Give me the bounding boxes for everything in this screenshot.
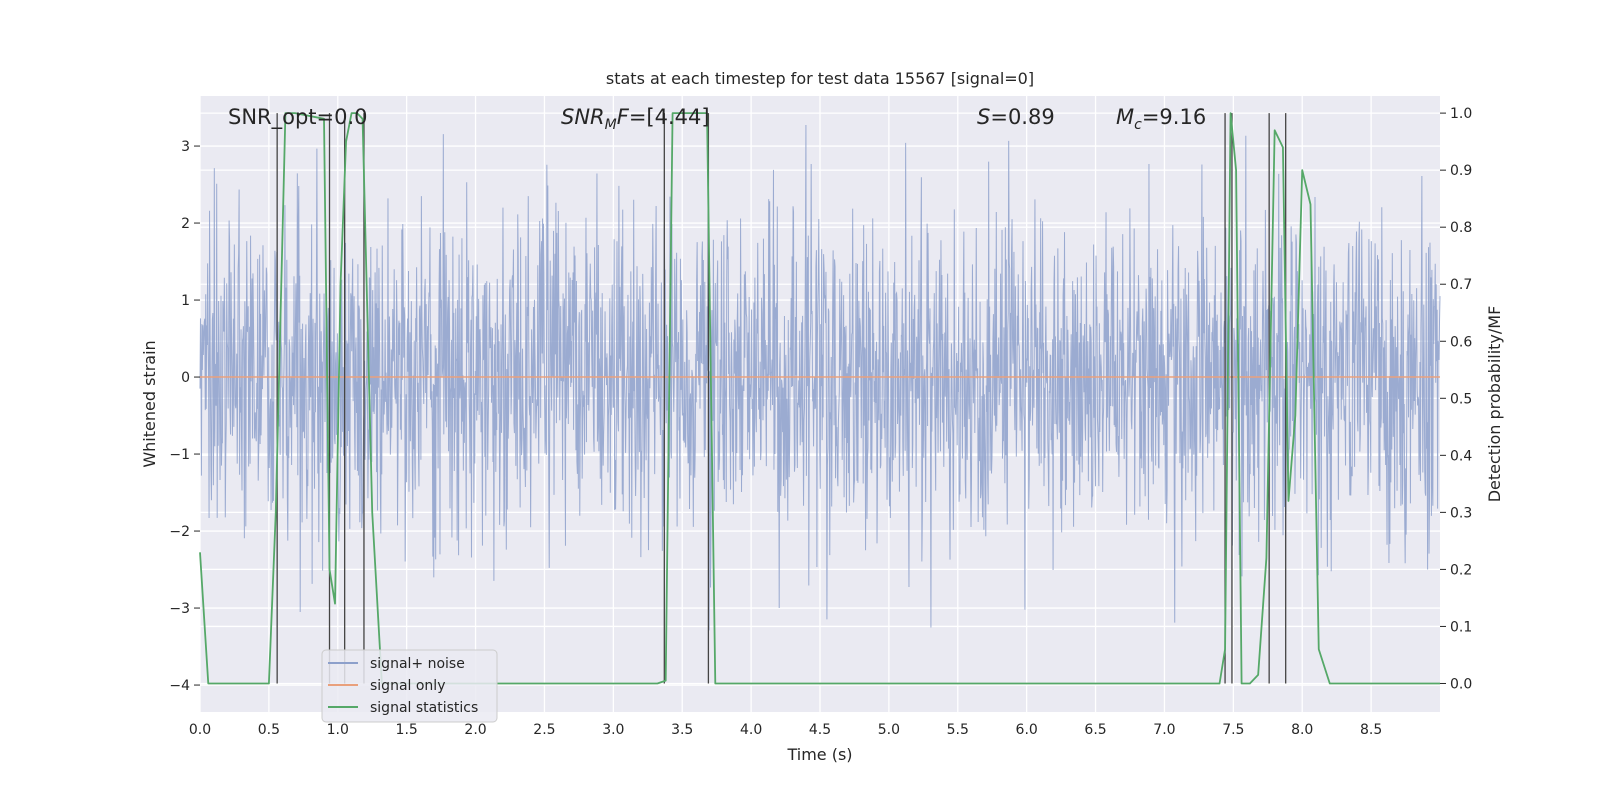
annotation-s-value: S=0.89 bbox=[977, 105, 1055, 129]
signal-statistics-line bbox=[199, 112, 1440, 685]
x-tick-label: 6.5 bbox=[1084, 722, 1106, 738]
x-tick-label: 4.5 bbox=[809, 722, 831, 738]
annotation-mc-value: Mc=9.16 bbox=[1116, 105, 1206, 133]
x-tick-label: 2.0 bbox=[464, 722, 486, 738]
signal-noise-series bbox=[199, 125, 1441, 631]
x-tick-label: 8.0 bbox=[1291, 722, 1313, 738]
y-right-tick-label: 0.7 bbox=[1450, 277, 1472, 293]
y-axis-right-label: Detection probability/MF bbox=[1485, 306, 1504, 503]
y-right-tick-label: 0.8 bbox=[1450, 220, 1472, 236]
y-right-tick-label: 0.0 bbox=[1450, 676, 1472, 692]
x-tick-label: 1.5 bbox=[396, 722, 418, 738]
signal-noise-line bbox=[199, 125, 1441, 631]
annotations: SNR_opt=0.0 SNRMF=[4.44] S=0.89 Mc=9.16 bbox=[228, 105, 1206, 133]
x-tick-label: 5.0 bbox=[878, 722, 900, 738]
y-right-tick-label: 0.1 bbox=[1450, 619, 1472, 635]
y-left-tick-label: −3 bbox=[169, 601, 190, 617]
x-tick-label: 1.0 bbox=[327, 722, 349, 738]
x-tick-label: 6.0 bbox=[1016, 722, 1038, 738]
annotation-snr-mf: SNRMF=[4.44] bbox=[561, 105, 710, 133]
x-tick-label: 3.0 bbox=[602, 722, 624, 738]
legend: signal+ noise signal only signal statistic… bbox=[321, 649, 498, 723]
y-right-tick-label: 0.3 bbox=[1450, 505, 1472, 521]
x-tick-label: 7.5 bbox=[1222, 722, 1244, 738]
x-tick-label: 0.0 bbox=[189, 722, 211, 738]
x-tick-label: 3.5 bbox=[671, 722, 693, 738]
x-axis-label: Time (s) bbox=[786, 745, 852, 764]
x-tick-label: 8.5 bbox=[1360, 722, 1382, 738]
annotation-snr-opt: SNR_opt=0.0 bbox=[228, 105, 368, 130]
x-tick-label: 0.5 bbox=[258, 722, 280, 738]
legend-label: signal+ noise bbox=[370, 656, 465, 672]
y-left-tick-label: −2 bbox=[169, 524, 190, 540]
chart-title: stats at each timestep for test data 155… bbox=[606, 69, 1034, 88]
y-right-tick-label: 0.4 bbox=[1450, 448, 1472, 464]
y-axis-left-label: Whitened strain bbox=[140, 340, 159, 467]
x-tick-label: 5.5 bbox=[947, 722, 969, 738]
y-left-tick-label: 2 bbox=[181, 216, 190, 232]
y-right-tick-label: 0.2 bbox=[1450, 562, 1472, 578]
y-left-tick-label: 3 bbox=[181, 139, 190, 155]
y-left-tick-label: 1 bbox=[181, 293, 190, 309]
y-left-tick-label: −1 bbox=[169, 447, 190, 463]
y-right-tick-label: 0.5 bbox=[1450, 391, 1472, 407]
legend-box bbox=[321, 649, 498, 723]
legend-label: signal only bbox=[370, 678, 445, 694]
axis-ticks: 0.0 0.5 1.0 1.5 2.0 2.5 3.0 3.5 4.0 4.5 5.0 5.5 6.0 6… bbox=[169, 106, 1472, 738]
y-right-tick-label: 0.9 bbox=[1450, 163, 1472, 179]
y-right-tick-label: 1.0 bbox=[1450, 106, 1472, 122]
signal-statistics-series bbox=[199, 112, 1440, 685]
legend-label: signal statistics bbox=[370, 700, 478, 716]
y-right-tick-label: 0.6 bbox=[1450, 334, 1472, 350]
x-tick-label: 7.0 bbox=[1153, 722, 1175, 738]
y-left-tick-label: 0 bbox=[181, 370, 190, 386]
x-tick-label: 2.5 bbox=[533, 722, 555, 738]
y-left-tick-label: −4 bbox=[169, 678, 190, 694]
x-tick-label: 4.0 bbox=[740, 722, 762, 738]
